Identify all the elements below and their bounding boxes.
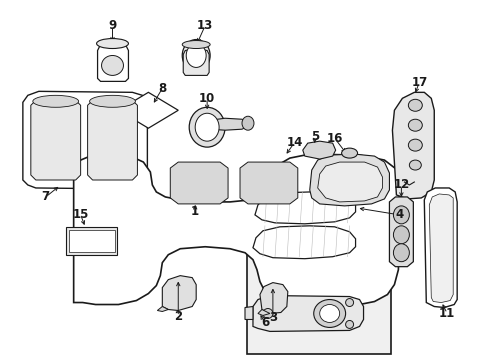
Ellipse shape bbox=[407, 99, 422, 111]
Polygon shape bbox=[252, 296, 363, 332]
Text: 5: 5 bbox=[310, 130, 318, 143]
Text: 14: 14 bbox=[286, 136, 303, 149]
Ellipse shape bbox=[341, 148, 357, 158]
Polygon shape bbox=[392, 92, 433, 199]
Polygon shape bbox=[162, 276, 196, 310]
Polygon shape bbox=[244, 306, 252, 319]
Polygon shape bbox=[388, 197, 412, 267]
Text: 2: 2 bbox=[174, 310, 182, 323]
Ellipse shape bbox=[182, 41, 210, 49]
Ellipse shape bbox=[319, 305, 339, 323]
Bar bbox=[246, 192, 390, 354]
Polygon shape bbox=[424, 188, 456, 307]
Ellipse shape bbox=[96, 39, 128, 49]
Polygon shape bbox=[157, 306, 168, 311]
Ellipse shape bbox=[393, 226, 408, 244]
Ellipse shape bbox=[345, 298, 353, 306]
Polygon shape bbox=[87, 100, 137, 180]
Polygon shape bbox=[254, 192, 355, 224]
Text: 1: 1 bbox=[191, 205, 199, 219]
Polygon shape bbox=[74, 154, 399, 306]
Polygon shape bbox=[183, 49, 209, 75]
Text: 16: 16 bbox=[326, 132, 342, 145]
Text: 13: 13 bbox=[197, 19, 213, 32]
Ellipse shape bbox=[182, 40, 210, 71]
Text: 3: 3 bbox=[268, 311, 276, 324]
Ellipse shape bbox=[408, 160, 421, 170]
Polygon shape bbox=[252, 226, 355, 259]
Ellipse shape bbox=[345, 320, 353, 328]
Ellipse shape bbox=[393, 206, 408, 224]
Ellipse shape bbox=[102, 55, 123, 75]
Polygon shape bbox=[258, 310, 269, 315]
Ellipse shape bbox=[393, 244, 408, 262]
Ellipse shape bbox=[242, 116, 253, 130]
Text: 8: 8 bbox=[158, 82, 166, 95]
Ellipse shape bbox=[186, 44, 206, 67]
Ellipse shape bbox=[407, 139, 422, 151]
Text: 11: 11 bbox=[438, 307, 454, 320]
Text: 12: 12 bbox=[392, 179, 408, 192]
Text: 4: 4 bbox=[394, 208, 403, 221]
Ellipse shape bbox=[407, 119, 422, 131]
Text: 17: 17 bbox=[410, 76, 427, 89]
Polygon shape bbox=[170, 162, 227, 204]
Ellipse shape bbox=[313, 300, 345, 328]
Polygon shape bbox=[260, 283, 287, 314]
Polygon shape bbox=[207, 118, 247, 130]
Polygon shape bbox=[98, 41, 128, 81]
Polygon shape bbox=[118, 92, 178, 128]
Ellipse shape bbox=[33, 95, 79, 107]
Ellipse shape bbox=[89, 95, 135, 107]
Bar bbox=[68, 230, 114, 252]
Polygon shape bbox=[23, 91, 147, 189]
Ellipse shape bbox=[189, 107, 224, 147]
Ellipse shape bbox=[195, 113, 219, 141]
Text: 6: 6 bbox=[260, 316, 268, 329]
Polygon shape bbox=[31, 100, 81, 180]
Polygon shape bbox=[317, 162, 382, 202]
Polygon shape bbox=[428, 194, 452, 302]
Polygon shape bbox=[302, 141, 335, 159]
Text: 9: 9 bbox=[108, 19, 117, 32]
Bar bbox=[65, 227, 117, 255]
Text: 7: 7 bbox=[41, 190, 50, 203]
Polygon shape bbox=[240, 162, 297, 204]
Polygon shape bbox=[309, 154, 388, 206]
Ellipse shape bbox=[263, 309, 272, 319]
Text: 15: 15 bbox=[72, 208, 89, 221]
Text: 10: 10 bbox=[199, 92, 215, 105]
